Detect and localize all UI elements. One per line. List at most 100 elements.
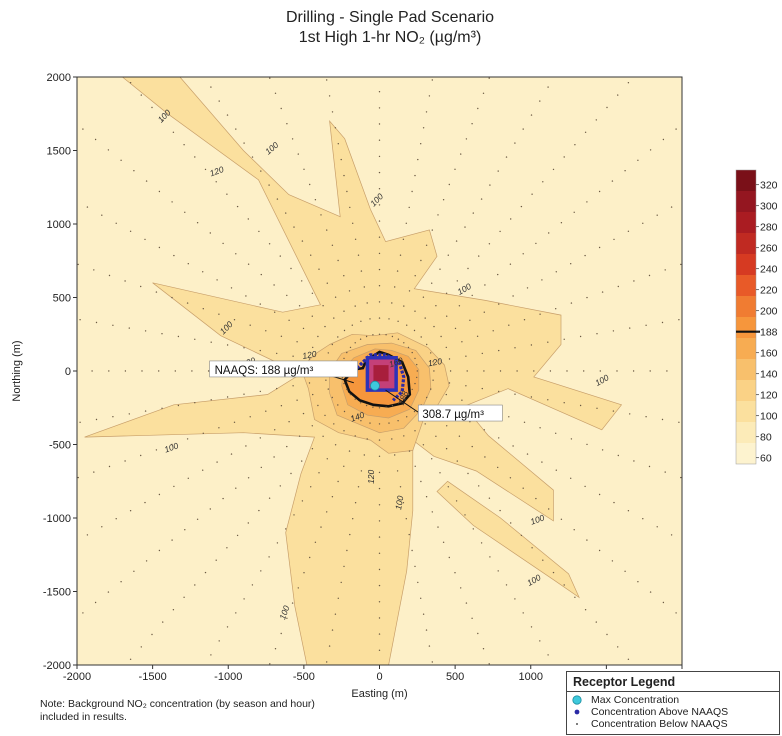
- receptor-below-naaqs: [498, 437, 500, 439]
- receptor-below-naaqs: [535, 497, 537, 500]
- receptor-below-naaqs: [466, 370, 468, 372]
- receptor-below-naaqs: [325, 379, 327, 381]
- receptor-below-naaqs: [477, 632, 479, 635]
- receptor-below-naaqs: [455, 240, 458, 242]
- colorbar-label: 80: [760, 432, 772, 444]
- receptor-below-naaqs: [648, 274, 651, 277]
- receptor-below-naaqs: [601, 291, 604, 293]
- receptor-below-naaqs: [656, 214, 658, 216]
- colorbar-swatch: [736, 401, 756, 422]
- receptor-below-naaqs: [331, 244, 334, 246]
- receptor-below-naaqs: [378, 236, 381, 238]
- receptor-below-naaqs: [414, 430, 416, 432]
- receptor-below-naaqs: [484, 456, 486, 458]
- receptor-below-naaqs: [613, 501, 615, 504]
- receptor-below-naaqs: [292, 355, 294, 357]
- receptor-below-naaqs: [530, 396, 533, 398]
- receptor-below-naaqs: [530, 626, 533, 628]
- contour-label: 120: [302, 349, 318, 361]
- receptor-below-naaqs: [259, 349, 261, 352]
- receptor-below-naaqs: [394, 286, 396, 288]
- receptor-below-naaqs: [437, 214, 439, 216]
- receptor-below-naaqs: [290, 472, 292, 475]
- receptor-below-naaqs: [303, 168, 305, 170]
- receptor-below-naaqs: [311, 448, 314, 450]
- receptor-below-naaqs: [464, 226, 466, 228]
- receptor-below-naaqs: [93, 471, 95, 473]
- receptor-below-naaqs: [291, 138, 294, 140]
- receptor-below-naaqs: [465, 385, 467, 387]
- receptor-below-naaqs: [268, 184, 270, 186]
- receptor-below-naaqs: [471, 123, 473, 125]
- receptor-below-naaqs: [320, 526, 322, 528]
- receptor-below-naaqs: [428, 645, 431, 647]
- receptor-below-naaqs: [488, 497, 491, 499]
- receptor-below-naaqs: [249, 324, 251, 326]
- receptor-below-naaqs: [633, 280, 635, 282]
- receptor-below-naaqs: [245, 445, 247, 447]
- receptor-below-naaqs: [397, 402, 400, 404]
- receptor-below-naaqs: [312, 346, 314, 349]
- receptor-below-naaqs: [449, 370, 452, 372]
- receptor-below-naaqs: [497, 273, 499, 276]
- receptor-below-naaqs: [196, 222, 199, 224]
- receptor-below-naaqs: [530, 114, 533, 116]
- receptor-below-naaqs: [522, 253, 524, 255]
- contour-region-100-east-lobe: [436, 480, 580, 599]
- receptor-below-naaqs: [445, 292, 448, 294]
- receptor-below-naaqs: [293, 514, 295, 516]
- receptor-below-naaqs: [247, 218, 249, 220]
- colorbar-swatch: [736, 296, 756, 317]
- receptor-below-naaqs: [648, 465, 651, 468]
- receptor-below-naaqs: [520, 205, 523, 208]
- chart-title: Drilling - Single Pad Scenario: [285, 9, 495, 26]
- receptor-below-naaqs: [366, 302, 368, 304]
- x-tick-label: 1000: [519, 671, 543, 683]
- receptor-below-naaqs: [108, 274, 111, 277]
- receptor-below-naaqs: [439, 472, 441, 474]
- receptor-below-naaqs: [378, 423, 381, 425]
- receptor-below-naaqs: [420, 336, 422, 338]
- receptor-below-naaqs: [301, 460, 303, 462]
- receptor-below-naaqs: [303, 572, 305, 574]
- receptor-below-naaqs: [265, 410, 267, 412]
- receptor-below-naaqs: [416, 376, 418, 379]
- receptor-below-naaqs: [155, 291, 158, 293]
- receptor-below-naaqs: [472, 528, 474, 530]
- receptor-below-naaqs: [322, 305, 324, 307]
- receptor-below-naaqs: [445, 393, 447, 396]
- receptor-below-naaqs: [326, 229, 328, 231]
- receptor-below-naaqs: [247, 263, 250, 265]
- receptor-below-naaqs: [107, 591, 110, 593]
- receptor-below-naaqs: [508, 324, 510, 326]
- receptor-below-naaqs: [365, 335, 368, 338]
- receptor-below-naaqs: [539, 640, 541, 642]
- receptor-below-naaqs: [399, 254, 402, 256]
- receptor-below-naaqs: [95, 418, 98, 421]
- receptor-below-naaqs: [547, 86, 549, 88]
- receptor-below-naaqs: [431, 229, 433, 231]
- receptor-below-naaqs: [424, 317, 426, 319]
- receptor-below-naaqs: [471, 445, 473, 448]
- colorbar-swatch: [736, 443, 756, 464]
- receptor-below-naaqs: [405, 518, 407, 520]
- receptor-below-naaqs: [539, 100, 541, 102]
- receptor-below-naaqs: [158, 549, 161, 552]
- receptor-below-naaqs: [422, 444, 425, 446]
- receptor-below-naaqs: [354, 435, 356, 437]
- receptor-below-naaqs: [309, 183, 311, 186]
- max-concentration-marker: [370, 380, 380, 391]
- receptor-below-naaqs: [226, 114, 229, 116]
- receptor-below-naaqs: [260, 570, 262, 572]
- receptor-below-naaqs: [171, 201, 173, 203]
- receptor-below-naaqs: [385, 334, 387, 336]
- receptor-below-naaqs: [574, 144, 576, 146]
- receptor-below-naaqs: [318, 472, 320, 474]
- receptor-below-naaqs: [431, 282, 433, 284]
- receptor-below-naaqs: [331, 629, 334, 631]
- receptor-below-naaqs: [563, 402, 565, 404]
- receptor-below-naaqs: [194, 402, 196, 404]
- receptor-below-naaqs: [481, 352, 483, 355]
- receptor-below-naaqs: [523, 319, 526, 321]
- receptor-below-naaqs: [555, 469, 557, 471]
